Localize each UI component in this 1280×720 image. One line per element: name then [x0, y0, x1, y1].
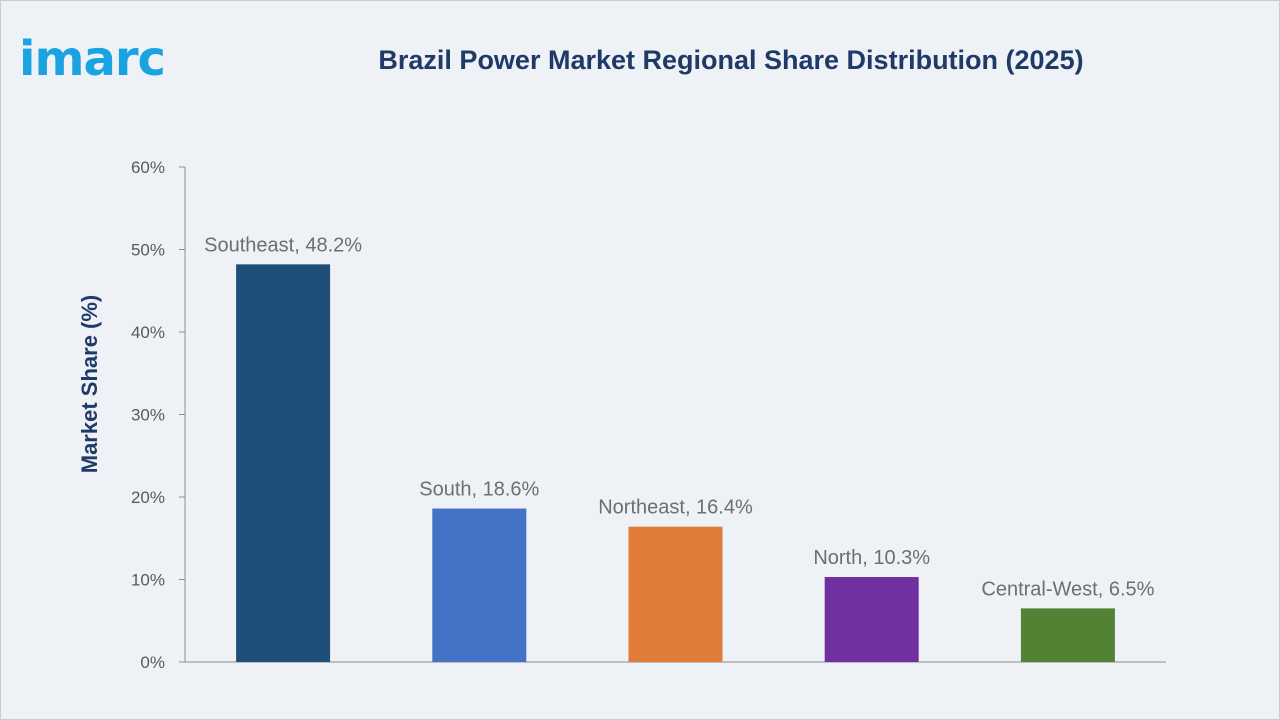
y-tick-label: 40%: [131, 323, 165, 342]
y-tick-label: 60%: [131, 158, 165, 177]
y-tick-label: 0%: [140, 653, 165, 672]
bar-southeast: [236, 264, 331, 662]
data-label: Southeast, 48.2%: [204, 234, 362, 256]
imarc-logo: imarc: [19, 31, 166, 87]
y-tick-label: 50%: [131, 241, 165, 260]
bar-north: [824, 577, 919, 662]
bar-central-west: [1020, 608, 1115, 662]
y-tick-label: 30%: [131, 406, 165, 425]
data-label: North, 10.3%: [813, 547, 930, 569]
y-tick-label: 10%: [131, 571, 165, 590]
y-axis-title: Market Share (%): [77, 295, 102, 474]
data-label: Northeast, 16.4%: [598, 497, 753, 519]
data-label: South, 18.6%: [419, 479, 539, 501]
bar-northeast: [628, 526, 723, 662]
data-label: Central-West, 6.5%: [981, 578, 1154, 600]
chart-title: Brazil Power Market Regional Share Distr…: [378, 45, 1084, 75]
y-tick-label: 20%: [131, 488, 165, 507]
bar-south: [432, 508, 527, 662]
